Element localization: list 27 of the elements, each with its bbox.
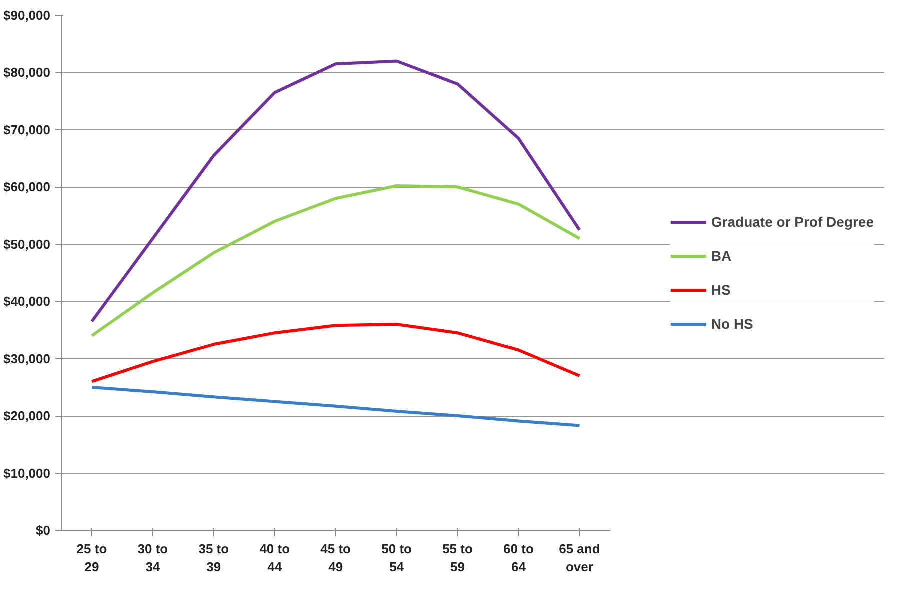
y-tick-label: $80,000 bbox=[4, 65, 51, 80]
x-tick-label: 45 to 49 bbox=[320, 542, 352, 574]
line-series bbox=[90, 60, 582, 324]
y-tick-label: $30,000 bbox=[4, 351, 51, 366]
line-series bbox=[90, 184, 582, 338]
x-tick-label: 30 to 34 bbox=[138, 542, 168, 574]
y-tick-label: $20,000 bbox=[4, 408, 51, 424]
legend-label: BA bbox=[711, 248, 732, 264]
x-tick-label: 55 to 59 bbox=[442, 542, 473, 574]
y-tick-label: $0 bbox=[36, 523, 51, 538]
y-tick-label: $90,000 bbox=[4, 8, 51, 23]
y-tick-label: $40,000 bbox=[4, 294, 51, 310]
line-series bbox=[90, 386, 582, 428]
x-tick-label: 35 to 39 bbox=[198, 542, 230, 574]
line-series bbox=[90, 323, 582, 384]
x-tick-label: 60 to 64 bbox=[504, 542, 534, 574]
legend-label: Graduate or Prof Degree bbox=[711, 214, 874, 230]
legend-label: HS bbox=[711, 282, 732, 298]
legend-label: No HS bbox=[711, 316, 754, 332]
x-tick-label: 25 to 29 bbox=[76, 542, 108, 574]
x-tick-label: 65 and over bbox=[559, 542, 600, 574]
x-tick-label: 40 to 44 bbox=[260, 542, 290, 574]
y-tick-label: $70,000 bbox=[4, 122, 51, 138]
y-tick-label: $50,000 bbox=[4, 236, 51, 252]
y-tick-label: $60,000 bbox=[4, 180, 51, 195]
x-tick-label: 50 to 54 bbox=[382, 542, 412, 574]
y-tick-label: $10,000 bbox=[4, 466, 51, 481]
